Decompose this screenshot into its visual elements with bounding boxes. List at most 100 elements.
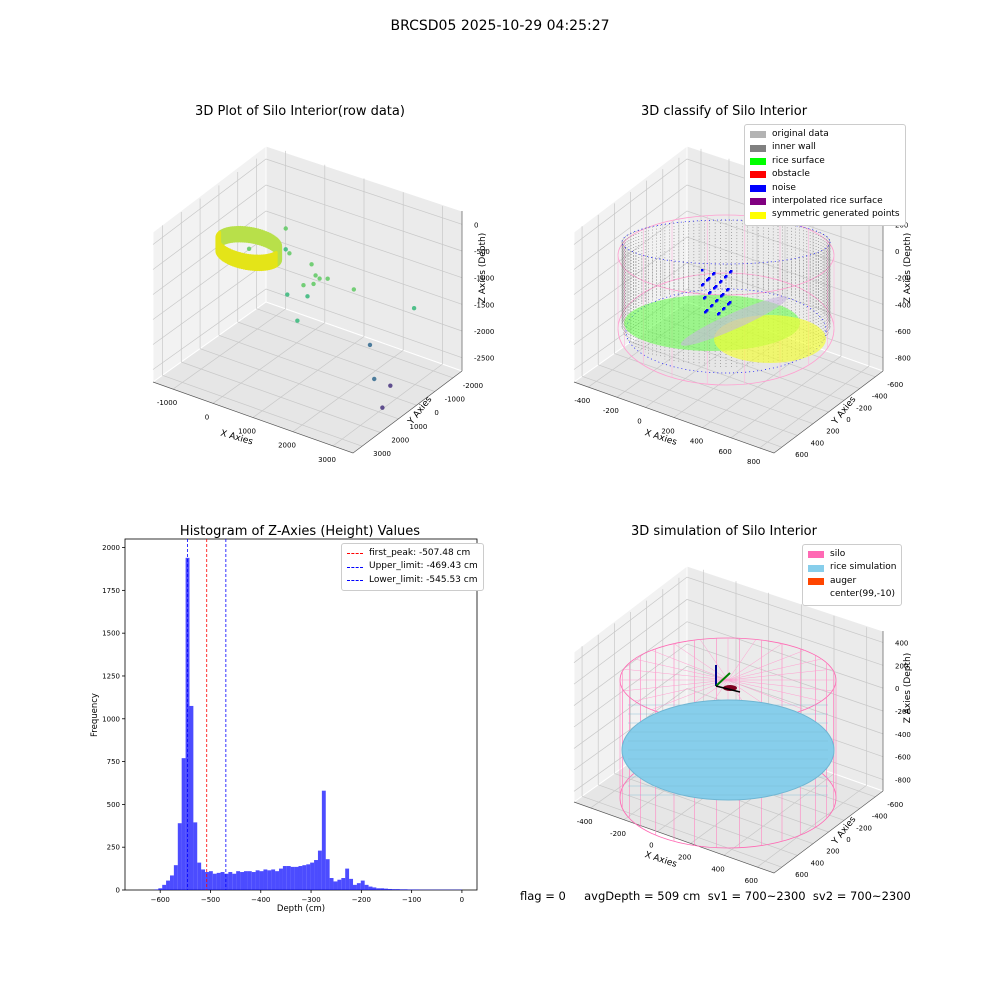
x-tick-label: −100	[402, 896, 421, 904]
y-tick-label: -2000	[463, 382, 483, 390]
legend-swatch	[750, 131, 766, 139]
classify-legend: original data inner wall rice surface obsta…	[744, 124, 906, 226]
z-grid-line	[573, 665, 884, 749]
z-tick-label: -600	[895, 328, 911, 336]
legend-item: inner wall	[750, 141, 900, 154]
x-tick-label: 600	[718, 448, 731, 456]
z-tick-label: 400	[895, 639, 908, 647]
histogram-bar	[177, 823, 182, 890]
panel3-title: Histogram of Z-Axies (Height) Values	[179, 524, 421, 539]
y-tick-label: 1000	[102, 715, 120, 723]
histogram-bar	[201, 869, 206, 890]
histogram-bar	[415, 889, 420, 890]
y-grid-line	[162, 375, 363, 447]
y-tick-label: 1750	[102, 587, 120, 595]
data-point	[372, 376, 377, 382]
data-points	[215, 225, 417, 410]
floor-axis-line	[152, 370, 463, 454]
x-direction-arrow	[715, 685, 741, 693]
y-grid-line	[581, 375, 782, 448]
y-tick-label: 1500	[102, 630, 120, 638]
histogram-bar	[267, 870, 272, 890]
y-grid-line	[598, 364, 798, 436]
histogram-bar	[282, 866, 287, 890]
x-tick-label: 0	[460, 896, 464, 904]
histogram-bar	[391, 889, 396, 890]
z-tick-label: -200	[895, 708, 911, 716]
tick-labels: -400-2000200400600-600-400-2000200400600…	[577, 639, 911, 885]
data-point	[351, 287, 357, 292]
histogram-bar	[251, 872, 256, 890]
histogram-bar	[403, 889, 408, 890]
histogram-bar	[197, 862, 202, 890]
histogram-bar	[212, 873, 217, 890]
legend-swatch	[808, 578, 824, 586]
grid-lines	[152, 150, 463, 454]
histogram-bar	[236, 871, 241, 890]
legend-swatch	[750, 184, 766, 192]
z-grid-line	[152, 184, 463, 270]
data-point	[285, 292, 290, 297]
legend-line	[347, 566, 363, 568]
histogram-bar	[333, 881, 338, 890]
legend-swatch	[750, 158, 766, 166]
histogram-bar	[360, 880, 365, 890]
y-tick-label: -600	[887, 801, 903, 809]
z-axis-label: Z Axies (Depth)	[903, 233, 913, 304]
x-tick-label: 0	[205, 413, 209, 421]
legend-item: silo	[808, 548, 896, 561]
histogram-bar	[345, 868, 350, 890]
legend-item: Lower_limit: -545.53 cm	[347, 574, 478, 587]
noise-point	[713, 287, 716, 290]
z-tick-label: -400	[895, 731, 911, 739]
histogram-bars	[154, 557, 463, 890]
x-tick-label: 200	[661, 428, 674, 436]
z-grid-line	[573, 262, 884, 345]
x-tick-label: 0	[637, 417, 641, 425]
legend-item: first_peak: -507.48 cm	[347, 547, 478, 560]
data-point	[325, 276, 330, 281]
legend-swatch	[750, 211, 766, 219]
z-grid-line	[573, 599, 884, 685]
histogram-bar	[228, 872, 233, 890]
z-grid-line	[573, 210, 884, 295]
y-grid-line	[614, 353, 814, 425]
x-tick-label: 1000	[238, 428, 256, 436]
histogram-bar	[329, 878, 334, 890]
legend-label: original data	[772, 129, 829, 139]
x-tick-label: −500	[201, 896, 220, 904]
panel1-title: 3D Plot of Silo Interior(row data)	[195, 104, 405, 119]
y-tick-label: 400	[811, 859, 824, 867]
legend-item: original data	[750, 128, 900, 141]
histogram-bar	[352, 884, 357, 890]
histogram-bar	[240, 872, 244, 890]
histogram-bar	[224, 873, 229, 890]
histogram-bar	[411, 889, 416, 890]
z-tick-label: -600	[895, 754, 911, 762]
y-grid-line	[218, 335, 417, 406]
z-tick-label: -1000	[474, 275, 494, 283]
data-point	[246, 246, 252, 251]
histogram-bar	[290, 866, 295, 890]
legend-item: auger	[808, 575, 896, 588]
y-tick-label: 0	[116, 887, 120, 895]
histogram-bar	[364, 884, 369, 890]
legend-swatch	[750, 198, 766, 206]
data-point	[295, 318, 300, 323]
legend-label: center(99,-10)	[830, 589, 895, 600]
data-point	[317, 276, 322, 281]
x-grid-line	[292, 350, 404, 432]
noise-point	[729, 271, 732, 274]
y-tick-label: 500	[107, 801, 120, 809]
y-tick-label: 3000	[373, 450, 391, 458]
x-axis-label: Depth (cm)	[277, 904, 325, 914]
y-tick-label: 1000	[410, 423, 428, 431]
histogram-bar	[388, 888, 392, 890]
histogram-bar	[279, 868, 283, 890]
z-grid-line	[152, 210, 463, 295]
histogram-bar	[181, 758, 186, 890]
data-point	[411, 306, 417, 311]
noise-point	[722, 308, 725, 311]
legend-label: inner wall	[772, 142, 816, 153]
